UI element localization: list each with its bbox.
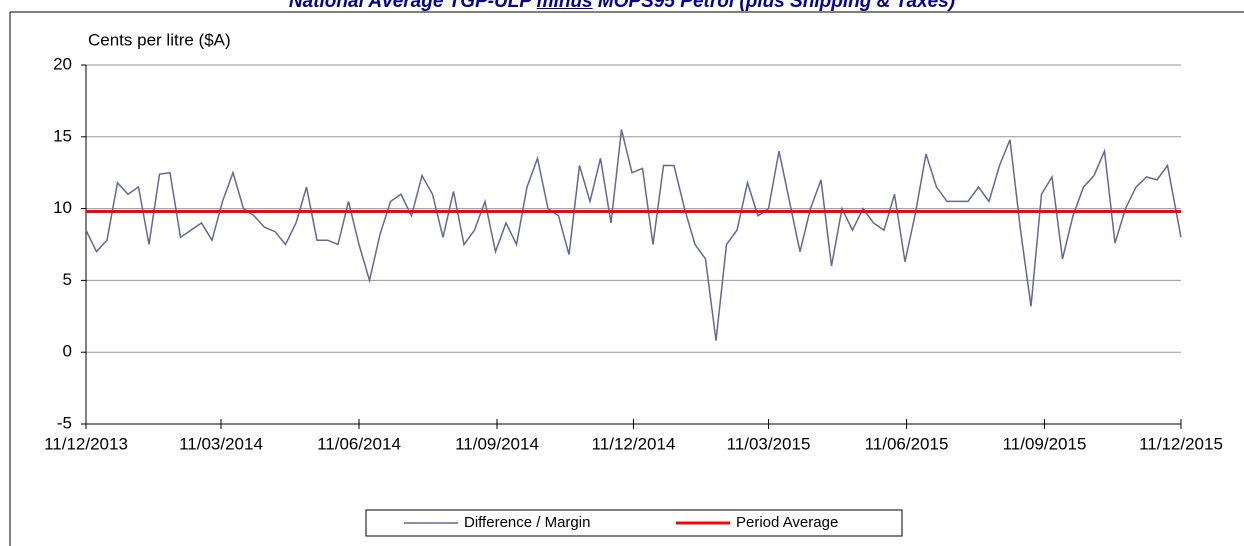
- x-tick-label: 11/06/2014: [317, 434, 401, 453]
- x-tick-label: 11/03/2014: [179, 434, 263, 453]
- y-tick-label: 5: [63, 270, 72, 289]
- y-tick-label: 20: [53, 54, 72, 73]
- title-emphasis: minus: [536, 0, 593, 12]
- y-tick-label: 10: [53, 198, 72, 217]
- y-tick-label: -5: [57, 413, 72, 432]
- legend-label: Difference / Margin: [464, 514, 590, 531]
- x-tick-label: 11/09/2015: [1003, 434, 1087, 453]
- x-tick-label: 11/12/2013: [44, 434, 128, 453]
- title-text: National Average TGP-ULP: [288, 0, 532, 12]
- y-tick-label: 15: [53, 126, 72, 145]
- title-text: MOPS95 Petrol (plus Shipping & Taxes): [597, 0, 956, 12]
- y-tick-label: 0: [63, 342, 72, 361]
- x-tick-label: 11/12/2015: [1139, 434, 1223, 453]
- x-tick-label: 11/12/2014: [592, 434, 676, 453]
- chart-title: National Average TGP-ULP minus MOPS95 Pe…: [0, 0, 1244, 13]
- legend-label: Period Average: [736, 514, 838, 531]
- data-line: [85, 129, 1182, 341]
- x-tick-label: 11/03/2015: [727, 434, 811, 453]
- x-tick-label: 11/09/2014: [455, 434, 539, 453]
- x-tick-label: 11/06/2015: [865, 434, 949, 453]
- y-axis-label: Cents per litre ($A): [88, 30, 231, 49]
